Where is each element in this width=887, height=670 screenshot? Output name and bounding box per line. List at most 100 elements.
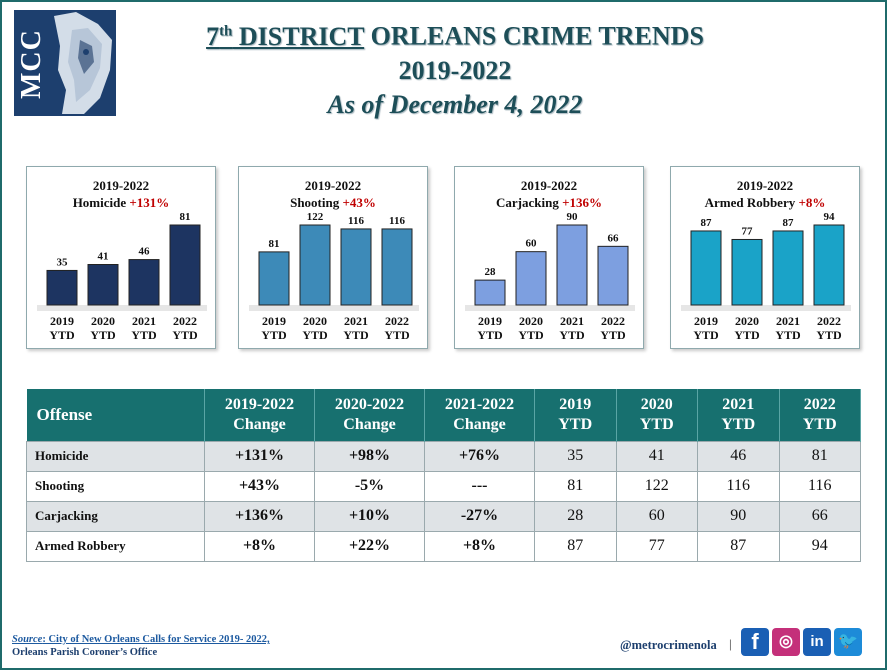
card-offense: Carjacking [495, 195, 559, 210]
category-label: YTD [816, 328, 842, 342]
chart-floor [465, 305, 635, 311]
chart-bar [515, 251, 547, 306]
category-label: 2021 [560, 314, 584, 328]
card-title: 2019-2022 Armed Robbery +8% [671, 177, 859, 211]
header-2022-ytd: 2022 YTD [779, 389, 861, 441]
category-label: 2022 [817, 314, 841, 328]
data-label: 41 [98, 251, 109, 263]
table-row: Homicide +131% +98% +76% 35 41 46 81 [26, 440, 861, 472]
cell-change: -27% [424, 500, 535, 532]
cell-change: +22% [314, 530, 425, 562]
data-label: 87 [701, 217, 713, 229]
instagram-icon[interactable]: ◎ [772, 628, 800, 656]
chart-bar [169, 224, 201, 306]
cell-change: +98% [314, 440, 425, 472]
category-label: YTD [559, 328, 585, 342]
page-title: 7th DISTRICT ORLEANS CRIME TRENDS 2019-2… [160, 14, 750, 122]
logo-text: MCC [16, 29, 47, 99]
category-label: YTD [172, 328, 198, 342]
chart-bar [299, 224, 331, 306]
cell-ytd: 60 [615, 500, 698, 532]
header-2019-2022-change: 2019-2022 Change [204, 389, 315, 441]
data-label: 46 [139, 246, 151, 258]
card-title: 2019-2022 Shooting +43% [239, 177, 427, 211]
category-label: 2019 [694, 314, 718, 328]
source-note: Source: City of New Orleans Calls for Se… [12, 633, 270, 659]
data-label: 81 [269, 238, 280, 250]
linkedin-icon[interactable]: in [803, 628, 831, 656]
category-label: YTD [775, 328, 801, 342]
header-offense: Offense [26, 389, 205, 441]
chart-bar [381, 228, 413, 306]
cell-change: -5% [314, 470, 425, 502]
category-label: YTD [693, 328, 719, 342]
header-2021-ytd: 2021 YTD [697, 389, 780, 441]
card-title: 2019-2022 Homicide +131% [27, 177, 215, 211]
data-label: 90 [567, 211, 579, 223]
category-label: 2022 [173, 314, 197, 328]
category-label: 2020 [519, 314, 543, 328]
category-label: YTD [131, 328, 157, 342]
cell-ytd: 41 [615, 440, 698, 472]
title-prefix: 7 [206, 21, 220, 51]
chart-floor [249, 305, 419, 311]
chart-bar [128, 259, 160, 306]
category-label: 2021 [132, 314, 156, 328]
category-label: YTD [734, 328, 760, 342]
data-label: 60 [526, 238, 538, 250]
category-label: YTD [302, 328, 328, 342]
chart-card-armed-robbery: 2019-2022 Armed Robbery +8% 87 2019 YTD 77 20… [670, 166, 860, 349]
cell-ytd: 35 [534, 440, 617, 472]
chart-floor [681, 305, 851, 311]
title-line-2: 2019-2022 [398, 55, 512, 85]
cell-ytd: 116 [778, 470, 861, 502]
category-label: YTD [600, 328, 626, 342]
header-2019-ytd: 2019 YTD [534, 389, 617, 441]
chart-card-shooting: 2019-2022 Shooting +43% 81 2019 YTD 122 2020 Y… [238, 166, 428, 349]
card-offense: Armed Robbery [704, 195, 796, 210]
title-district: 7th DISTRICT [206, 22, 364, 51]
data-label: 94 [824, 211, 836, 223]
card-change: +43% [342, 195, 376, 210]
chart-bar [813, 224, 845, 306]
facebook-icon[interactable]: f [741, 628, 769, 656]
cell-offense: Homicide [26, 440, 205, 472]
crime-table: Offense 2019-2022 Change 2020-2022 Change … [26, 389, 861, 562]
mcc-logo: MCC [14, 10, 116, 116]
category-label: 2020 [735, 314, 759, 328]
table-row: Carjacking +136% +10% -27% 28 60 90 66 [26, 500, 861, 532]
source-text[interactable]: : City of New Orleans Calls for Service … [42, 634, 270, 645]
data-label: 66 [608, 232, 620, 244]
category-label: YTD [90, 328, 116, 342]
cell-ytd: 90 [697, 500, 780, 532]
card-offense: Homicide [72, 195, 127, 210]
category-label: 2019 [50, 314, 74, 328]
data-label: 122 [307, 211, 324, 223]
category-label: 2019 [478, 314, 502, 328]
cell-change: +10% [314, 500, 425, 532]
chart-floor [37, 305, 207, 311]
chart-card-homicide: 2019-2022 Homicide +131% 35 2019 YTD 41 2020 Y… [26, 166, 216, 349]
twitter-icon[interactable]: 🐦 [834, 628, 862, 656]
cell-ytd: 77 [615, 530, 698, 562]
data-label: 116 [348, 215, 364, 227]
cell-ytd: 94 [778, 530, 861, 562]
cell-ytd: 81 [534, 470, 617, 502]
social-handle[interactable]: @metrocrimenola [620, 638, 717, 652]
cell-ytd: 46 [697, 440, 780, 472]
data-label: 116 [389, 215, 405, 227]
data-label: 28 [485, 266, 497, 278]
title-rest: ORLEANS CRIME TRENDS [364, 21, 704, 51]
cell-change: +8% [424, 530, 535, 562]
separator: | [729, 636, 732, 651]
category-label: 2021 [344, 314, 368, 328]
card-title-offense-line: Homicide +131% [27, 194, 215, 211]
cell-offense: Armed Robbery [26, 530, 205, 562]
chart-bar [597, 245, 629, 306]
chart-bar [731, 238, 763, 306]
